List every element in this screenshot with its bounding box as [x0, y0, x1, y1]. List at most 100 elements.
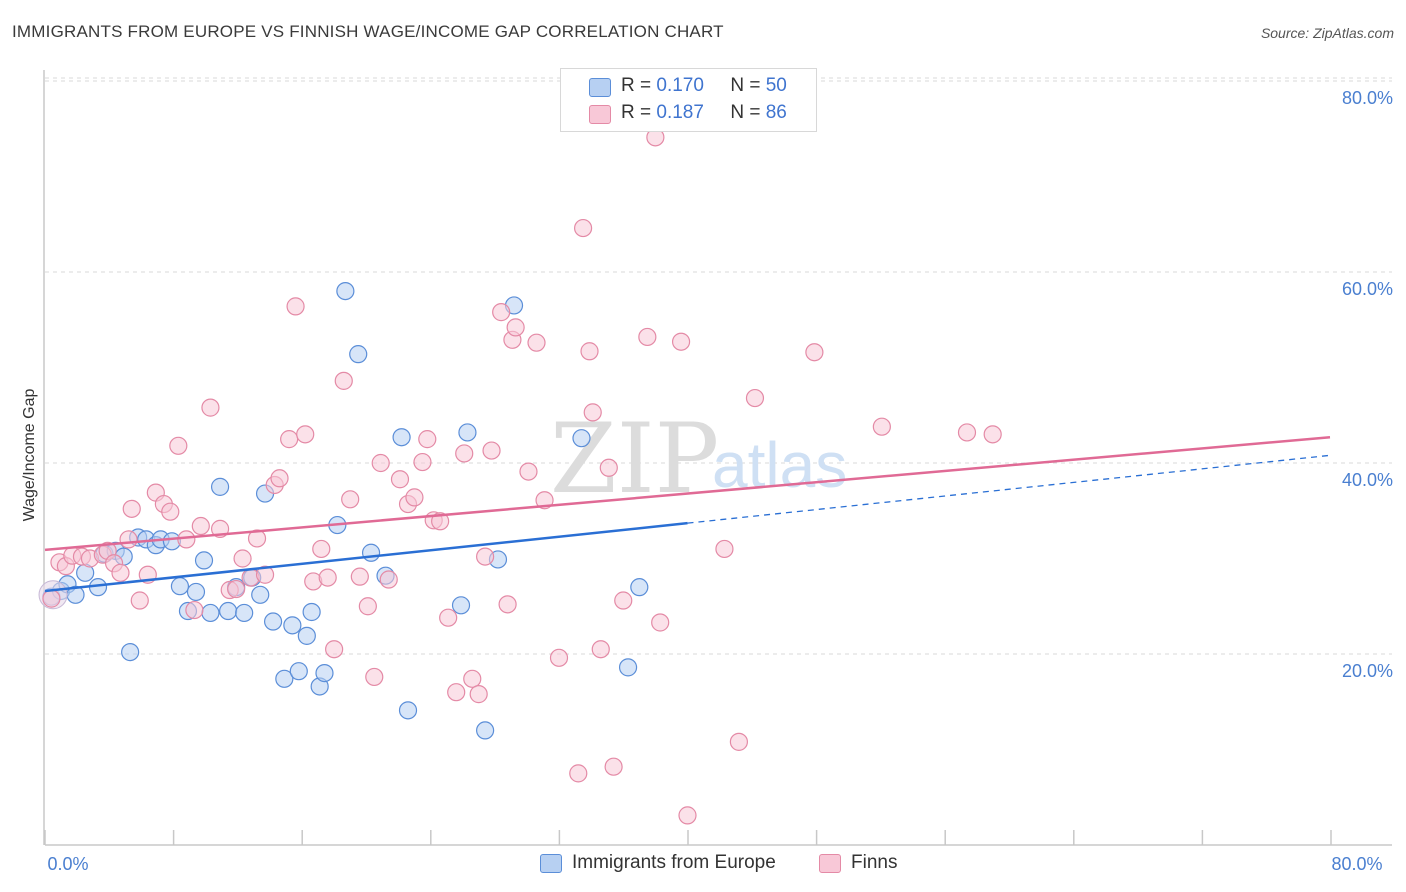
- data-point: [957, 423, 977, 442]
- data-point: [365, 667, 384, 687]
- legend-r-value: 0.170: [656, 75, 704, 96]
- data-point: [210, 477, 230, 496]
- data-point: [235, 603, 254, 623]
- trend-line-immigrants-extrapolated: [687, 454, 1331, 524]
- data-point: [341, 490, 360, 509]
- data-point: [447, 683, 466, 702]
- data-point: [614, 591, 633, 610]
- bottom-legend-label: Finns: [851, 852, 898, 873]
- data-point: [638, 327, 657, 347]
- data-point: [469, 685, 488, 704]
- y-tick-label: 60.0%: [1342, 279, 1393, 299]
- data-point: [573, 218, 593, 238]
- y-tick-label: 80.0%: [1342, 88, 1393, 108]
- data-point: [392, 428, 411, 447]
- data-point: [358, 597, 377, 616]
- data-point: [169, 436, 188, 455]
- data-point: [549, 648, 569, 667]
- legend-r-label: R =: [621, 102, 652, 123]
- data-point: [185, 600, 204, 620]
- data-point: [591, 640, 610, 659]
- data-point: [130, 591, 149, 610]
- data-point: [191, 516, 210, 536]
- data-point: [350, 567, 369, 586]
- stats-legend: R = 0.170 N = 50 R = 0.187 N = 86: [560, 68, 817, 132]
- data-point: [270, 469, 289, 488]
- data-point: [263, 612, 283, 631]
- series-finns: [42, 128, 1002, 825]
- bottom-legend-swatch-blue: [540, 854, 562, 873]
- data-point: [379, 570, 398, 589]
- x-ticks: [44, 830, 1332, 845]
- legend-n-value: 86: [765, 102, 787, 123]
- data-point: [431, 512, 450, 531]
- y-axis-label: Wage/Income Gap: [21, 389, 38, 522]
- data-point: [286, 297, 305, 316]
- trend-line-finns: [44, 435, 1331, 552]
- data-point: [177, 530, 196, 549]
- data-point: [455, 444, 474, 463]
- bottom-legend-immigrants: Immigrants from Europe: [540, 852, 776, 874]
- data-point: [275, 669, 294, 688]
- data-point: [349, 345, 368, 364]
- data-point: [482, 441, 501, 460]
- data-point: [297, 626, 316, 645]
- data-point: [390, 470, 410, 489]
- data-point: [580, 342, 599, 361]
- data-point: [418, 430, 437, 449]
- y-tick-label: 20.0%: [1342, 661, 1393, 681]
- data-point: [476, 721, 495, 740]
- trend-line-immigrants: [44, 521, 688, 593]
- data-point: [318, 568, 337, 587]
- data-point: [201, 398, 220, 417]
- data-point: [371, 453, 390, 473]
- data-point: [289, 662, 308, 681]
- legend-row-blue: R = 0.170 N = 50: [621, 75, 787, 97]
- data-point: [476, 547, 495, 566]
- data-point: [671, 332, 691, 351]
- data-point: [247, 529, 267, 548]
- bottom-legend-label: Immigrants from Europe: [572, 852, 776, 873]
- data-point: [498, 595, 517, 614]
- data-point: [439, 608, 458, 627]
- data-point: [405, 488, 424, 507]
- data-point: [334, 371, 353, 390]
- data-point: [463, 669, 482, 688]
- data-point: [296, 425, 315, 444]
- bottom-legend-finns: Finns: [819, 852, 897, 874]
- legend-r-value: 0.187: [656, 102, 704, 123]
- y-tick-labels: 20.0% 40.0% 60.0% 80.0%: [1342, 88, 1393, 681]
- data-point: [506, 318, 525, 337]
- legend-swatch-pink: [589, 105, 611, 124]
- data-point: [599, 458, 618, 477]
- data-point: [745, 388, 765, 408]
- data-point: [122, 499, 141, 518]
- legend-r-label: R =: [621, 75, 652, 96]
- data-point: [336, 282, 355, 301]
- data-point: [572, 429, 591, 448]
- data-point: [315, 663, 334, 683]
- legend-row-pink: R = 0.187 N = 86: [621, 102, 787, 124]
- data-point: [872, 417, 891, 436]
- data-point: [527, 333, 546, 352]
- data-point: [569, 764, 588, 783]
- data-point: [227, 579, 246, 599]
- data-point: [983, 425, 1002, 444]
- data-point: [233, 549, 252, 568]
- data-point: [413, 452, 432, 472]
- data-point: [618, 658, 638, 677]
- trend-lines: [44, 435, 1331, 593]
- watermark-zip: ZIP: [550, 403, 719, 515]
- data-point: [729, 732, 749, 751]
- legend-n-label: N =: [730, 102, 761, 123]
- data-point: [161, 502, 180, 521]
- legend-n-label: N =: [730, 75, 761, 96]
- data-point: [119, 530, 138, 549]
- data-point: [121, 642, 140, 662]
- data-point: [251, 585, 270, 604]
- data-point: [805, 343, 824, 362]
- data-point: [651, 613, 670, 632]
- source-label: Source: ZipAtlas.com: [1260, 25, 1394, 41]
- data-point: [219, 601, 238, 621]
